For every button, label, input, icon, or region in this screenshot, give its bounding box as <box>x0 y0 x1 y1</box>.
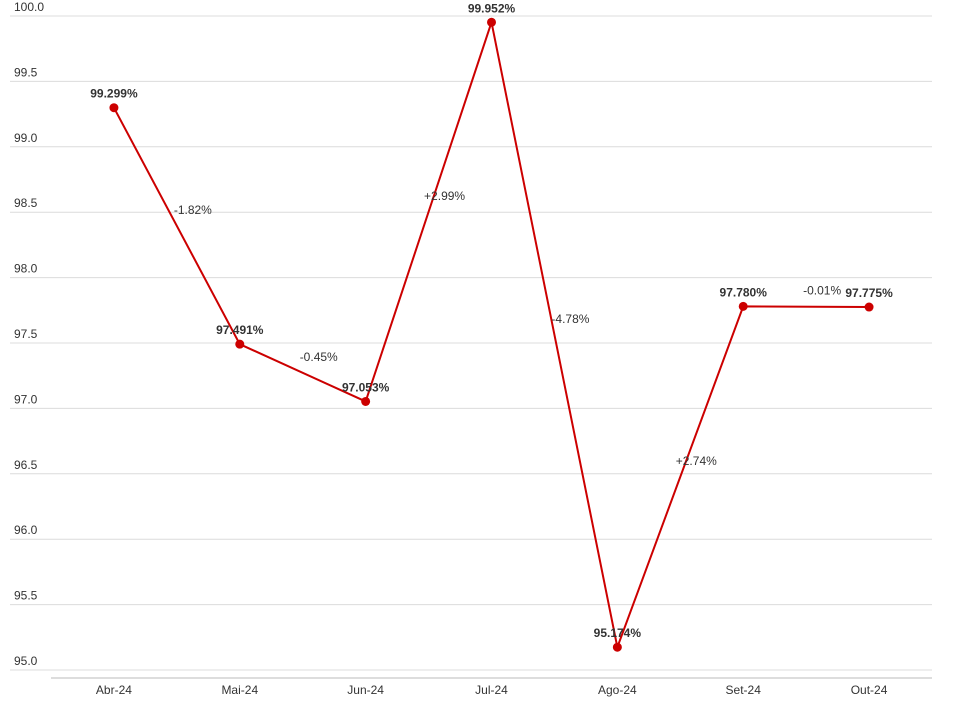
y-tick-label: 96.0 <box>14 523 38 537</box>
y-tick-label: 98.0 <box>14 262 38 276</box>
data-point <box>109 103 119 113</box>
change-label: +2.99% <box>424 189 465 203</box>
x-tick-label: Out-24 <box>851 683 888 697</box>
value-label: 97.780% <box>720 285 768 299</box>
data-point <box>487 17 496 27</box>
data-point <box>738 301 748 311</box>
y-tick-label: 97.5 <box>14 327 38 341</box>
value-label: 97.053% <box>342 380 390 394</box>
y-tick-label: 100.0 <box>14 0 44 14</box>
value-label: 97.491% <box>216 323 264 337</box>
x-tick-label: Jun-24 <box>347 683 384 697</box>
y-tick-label: 96.5 <box>14 458 38 472</box>
change-label: -0.01% <box>803 284 841 298</box>
x-tick-label: Jul-24 <box>475 683 508 697</box>
value-label: 97.775% <box>845 286 893 300</box>
x-tick-label: Ago-24 <box>598 683 637 697</box>
change-label: -0.45% <box>300 350 338 364</box>
y-tick-label: 95.0 <box>14 654 38 668</box>
y-tick-label: 99.5 <box>14 65 38 79</box>
x-tick-label: Abr-24 <box>96 683 132 697</box>
y-tick-label: 99.0 <box>14 131 38 145</box>
value-label: 99.299% <box>90 87 138 101</box>
data-point <box>361 396 371 406</box>
data-point <box>612 642 622 652</box>
change-label: +2.74% <box>676 454 717 468</box>
x-tick-label: Mai-24 <box>221 683 258 697</box>
y-tick-label: 97.0 <box>14 392 38 406</box>
data-point <box>864 302 874 312</box>
value-label: 95.174% <box>594 626 642 640</box>
data-point <box>235 339 245 349</box>
y-tick-label: 95.5 <box>14 589 38 603</box>
x-tick-label: Set-24 <box>726 683 762 697</box>
change-label: -4.78% <box>551 312 589 326</box>
value-label: 99.952% <box>468 1 516 15</box>
y-tick-label: 98.5 <box>14 196 38 210</box>
change-label: -1.82% <box>174 203 212 217</box>
